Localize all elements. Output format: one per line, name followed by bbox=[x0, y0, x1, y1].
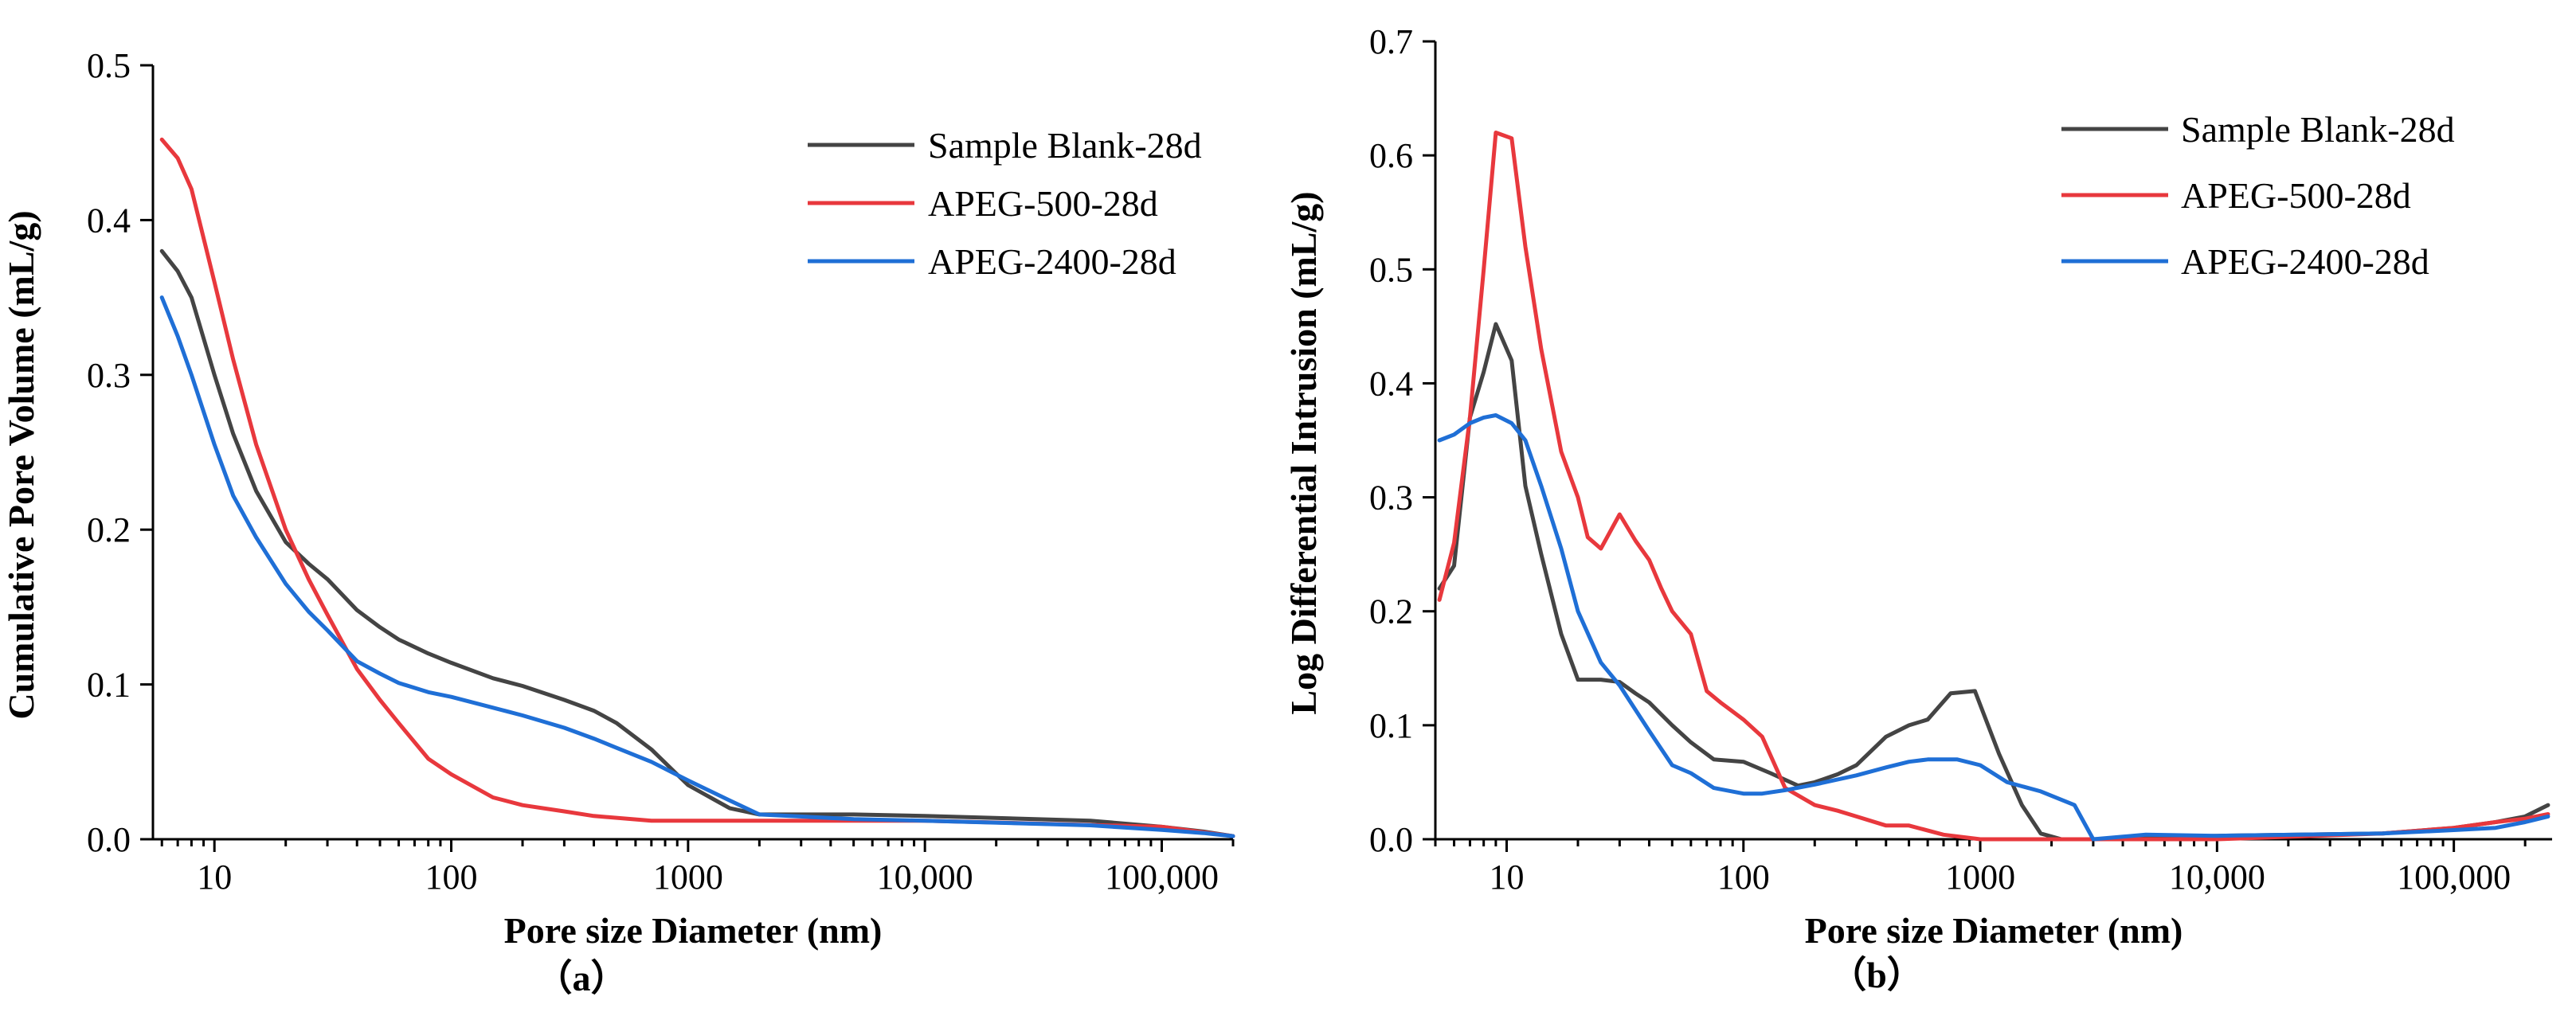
y-tick-label: 0.3 bbox=[87, 356, 131, 395]
y-tick-label: 0.7 bbox=[1369, 22, 1413, 61]
y-tick-label: 0.4 bbox=[87, 201, 131, 240]
legend-label-1: Sample Blank-28d bbox=[2181, 109, 2455, 150]
series-line-3 bbox=[159, 295, 1235, 838]
x-axis-title: Pore size Diameter (nm) bbox=[1805, 910, 2183, 951]
y-tick-label: 0.2 bbox=[1369, 592, 1413, 631]
y-tick-label: 0.3 bbox=[1369, 479, 1413, 518]
y-axis-title: Cumulative Pore Volume (mL/g) bbox=[1, 210, 41, 719]
panel-b-log-differential-intrusion: 0.0 0.1 0.2 0.3 0.4 0.5 0.6 0.7 10 100 1000 10,000 1… bbox=[1283, 22, 2552, 995]
x-tick-label: 100 bbox=[1717, 858, 1770, 897]
y-tick-label: 0.6 bbox=[1369, 136, 1413, 175]
x-tick-label: 10,000 bbox=[2169, 858, 2265, 897]
legend-label-2: APEG-500-28d bbox=[2181, 175, 2411, 216]
series-line-1 bbox=[159, 248, 1235, 838]
x-tick-label: 10,000 bbox=[877, 858, 973, 897]
y-tick-label: 0.0 bbox=[1369, 820, 1413, 859]
panel-a-cumulative-pore-volume: 0.0 0.1 0.2 0.3 0.4 0.5 10 100 1000 10,000 100,000… bbox=[1, 46, 1235, 998]
x-tick-label: 100 bbox=[425, 858, 478, 897]
y-tick-label: 0.1 bbox=[1369, 706, 1413, 745]
y-tick-label: 0.2 bbox=[87, 510, 131, 549]
series-line-2 bbox=[159, 137, 1235, 838]
x-tick-label: 100,000 bbox=[1105, 858, 1219, 897]
x-tick-label: 1000 bbox=[1945, 858, 2015, 897]
y-tick-label: 0.0 bbox=[87, 820, 131, 859]
panel-caption: （b） bbox=[1830, 955, 1924, 995]
y-tick-label: 0.5 bbox=[1369, 250, 1413, 289]
y-tick-label: 0.5 bbox=[87, 46, 131, 85]
x-axis-title: Pore size Diameter (nm) bbox=[504, 910, 883, 951]
y-axis-title: Log Differential Intrusion (mL/g) bbox=[1283, 191, 1324, 714]
legend-label-1: Sample Blank-28d bbox=[928, 125, 1202, 166]
series-line-2 bbox=[1437, 131, 2551, 842]
y-tick-label: 0.1 bbox=[87, 666, 131, 705]
x-tick-label: 10 bbox=[1489, 858, 1524, 897]
series-line-3 bbox=[1437, 413, 2551, 842]
legend-label-3: APEG-2400-28d bbox=[928, 241, 1176, 282]
x-tick-label: 100,000 bbox=[2397, 858, 2511, 897]
panel-caption: （a） bbox=[536, 958, 628, 998]
series-line-1 bbox=[1437, 322, 2551, 842]
legend-label-3: APEG-2400-28d bbox=[2181, 241, 2429, 282]
x-tick-label: 10 bbox=[197, 858, 232, 897]
legend-label-2: APEG-500-28d bbox=[928, 183, 1158, 224]
x-tick-label: 1000 bbox=[653, 858, 723, 897]
y-tick-label: 0.4 bbox=[1369, 364, 1413, 403]
